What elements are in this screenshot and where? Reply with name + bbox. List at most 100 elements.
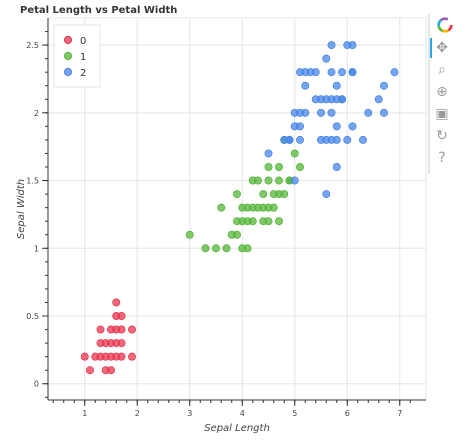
data-point-series-2: [290, 122, 299, 131]
axes: 1 2 3 4 5 6 7 0 0.5 1 1.5 2 2.5: [26, 18, 426, 418]
legend-label: 0: [80, 36, 86, 47]
data-point-series-2: [332, 122, 341, 131]
legend-swatch: [63, 67, 73, 77]
data-point-series-2: [337, 95, 346, 104]
data-point-series-1: [248, 217, 257, 226]
data-point-series-2: [358, 135, 367, 144]
wheel-zoom-icon[interactable]: ⊕: [436, 84, 448, 100]
y-tick-label: 2: [34, 109, 39, 118]
plot-toolbar: ✥ ⌕ ⊕ ▣ ↻ ?: [428, 14, 454, 174]
data-point-series-1: [269, 203, 278, 212]
data-point-series-1: [280, 190, 289, 199]
data-point-series-1: [274, 176, 283, 185]
data-point-series-0: [96, 325, 105, 334]
x-tick-label: 2: [135, 409, 140, 418]
data-point-series-2: [322, 54, 331, 63]
data-point-series-0: [117, 352, 126, 361]
x-tick-label: 3: [187, 409, 192, 418]
data-point-series-0: [86, 366, 95, 375]
data-point-series-2: [311, 68, 320, 77]
grid-lines: [48, 18, 426, 400]
legend-box: [53, 24, 101, 88]
data-point-series-1: [227, 230, 236, 239]
data-point-series-1: [232, 190, 241, 199]
data-points: [80, 41, 399, 375]
legend-swatch: [63, 51, 73, 61]
data-point-series-1: [290, 149, 299, 158]
y-axis-label: Sepal Width: [16, 179, 27, 239]
data-point-series-2: [332, 163, 341, 172]
data-point-series-2: [327, 68, 336, 77]
data-point-series-2: [285, 135, 294, 144]
data-point-series-1: [211, 244, 220, 253]
data-point-series-2: [316, 95, 325, 104]
data-point-series-2: [316, 108, 325, 117]
y-tick-label: 1.5: [26, 177, 39, 186]
data-point-series-0: [117, 339, 126, 348]
data-point-series-0: [112, 298, 121, 307]
pan-icon[interactable]: ✥: [430, 38, 452, 58]
data-point-series-1: [264, 176, 273, 185]
x-axis-label: Sepal Length: [204, 423, 270, 434]
data-point-series-2: [322, 190, 331, 199]
data-point-series-0: [127, 325, 136, 334]
data-point-series-0: [107, 366, 116, 375]
data-point-series-1: [259, 190, 268, 199]
data-point-series-2: [301, 81, 310, 90]
chart-title: Petal Length vs Petal Width: [20, 5, 177, 16]
data-point-series-0: [117, 312, 126, 321]
x-tick-label: 4: [240, 409, 245, 418]
legend-label: 2: [80, 68, 86, 79]
box-zoom-icon[interactable]: ⌕: [438, 62, 446, 78]
plot-area[interactable]: [47, 17, 427, 401]
data-point-series-0: [127, 352, 136, 361]
reset-icon[interactable]: ↻: [436, 128, 448, 144]
data-point-series-2: [348, 122, 357, 131]
data-point-series-1: [274, 163, 283, 172]
data-point-series-1: [243, 244, 252, 253]
data-point-series-2: [332, 81, 341, 90]
y-tick-label: 0: [34, 380, 39, 389]
y-tick-label: 2.5: [26, 41, 39, 50]
legend-label: 1: [80, 52, 86, 63]
y-tick-label: 1: [34, 244, 39, 253]
data-point-series-1: [295, 163, 304, 172]
data-point-series-1: [201, 244, 210, 253]
data-point-series-2: [332, 135, 341, 144]
data-point-series-1: [217, 203, 226, 212]
data-point-series-1: [264, 217, 273, 226]
x-tick-label: 6: [345, 409, 350, 418]
y-tick-label: 0.5: [26, 312, 39, 321]
data-point-series-2: [264, 149, 273, 158]
save-icon[interactable]: ▣: [435, 106, 449, 122]
legend-swatch: [63, 35, 73, 45]
x-tick-label: 7: [397, 409, 402, 418]
help-icon[interactable]: ?: [438, 150, 446, 166]
x-tick-label: 5: [292, 409, 297, 418]
data-point-series-2: [379, 81, 388, 90]
x-tick-label: 1: [82, 409, 87, 418]
data-point-series-1: [185, 230, 194, 239]
data-point-series-2: [348, 68, 357, 77]
data-point-series-1: [222, 244, 231, 253]
logo-icon[interactable]: [432, 14, 453, 34]
data-point-series-2: [348, 41, 357, 50]
data-point-series-0: [117, 325, 126, 334]
data-point-series-2: [290, 176, 299, 185]
data-point-series-1: [274, 217, 283, 226]
data-point-series-2: [301, 108, 310, 117]
data-point-series-2: [337, 68, 346, 77]
data-point-series-2: [327, 108, 336, 117]
data-point-series-2: [295, 135, 304, 144]
data-point-series-2: [343, 135, 352, 144]
data-point-series-2: [364, 108, 373, 117]
data-point-series-2: [374, 95, 383, 104]
legend: 0 1 2: [53, 24, 101, 88]
data-point-series-1: [264, 163, 273, 172]
data-point-series-1: [253, 176, 262, 185]
data-point-series-2: [379, 108, 388, 117]
data-point-series-2: [390, 68, 399, 77]
data-point-series-2: [327, 41, 336, 50]
data-point-series-0: [80, 352, 89, 361]
